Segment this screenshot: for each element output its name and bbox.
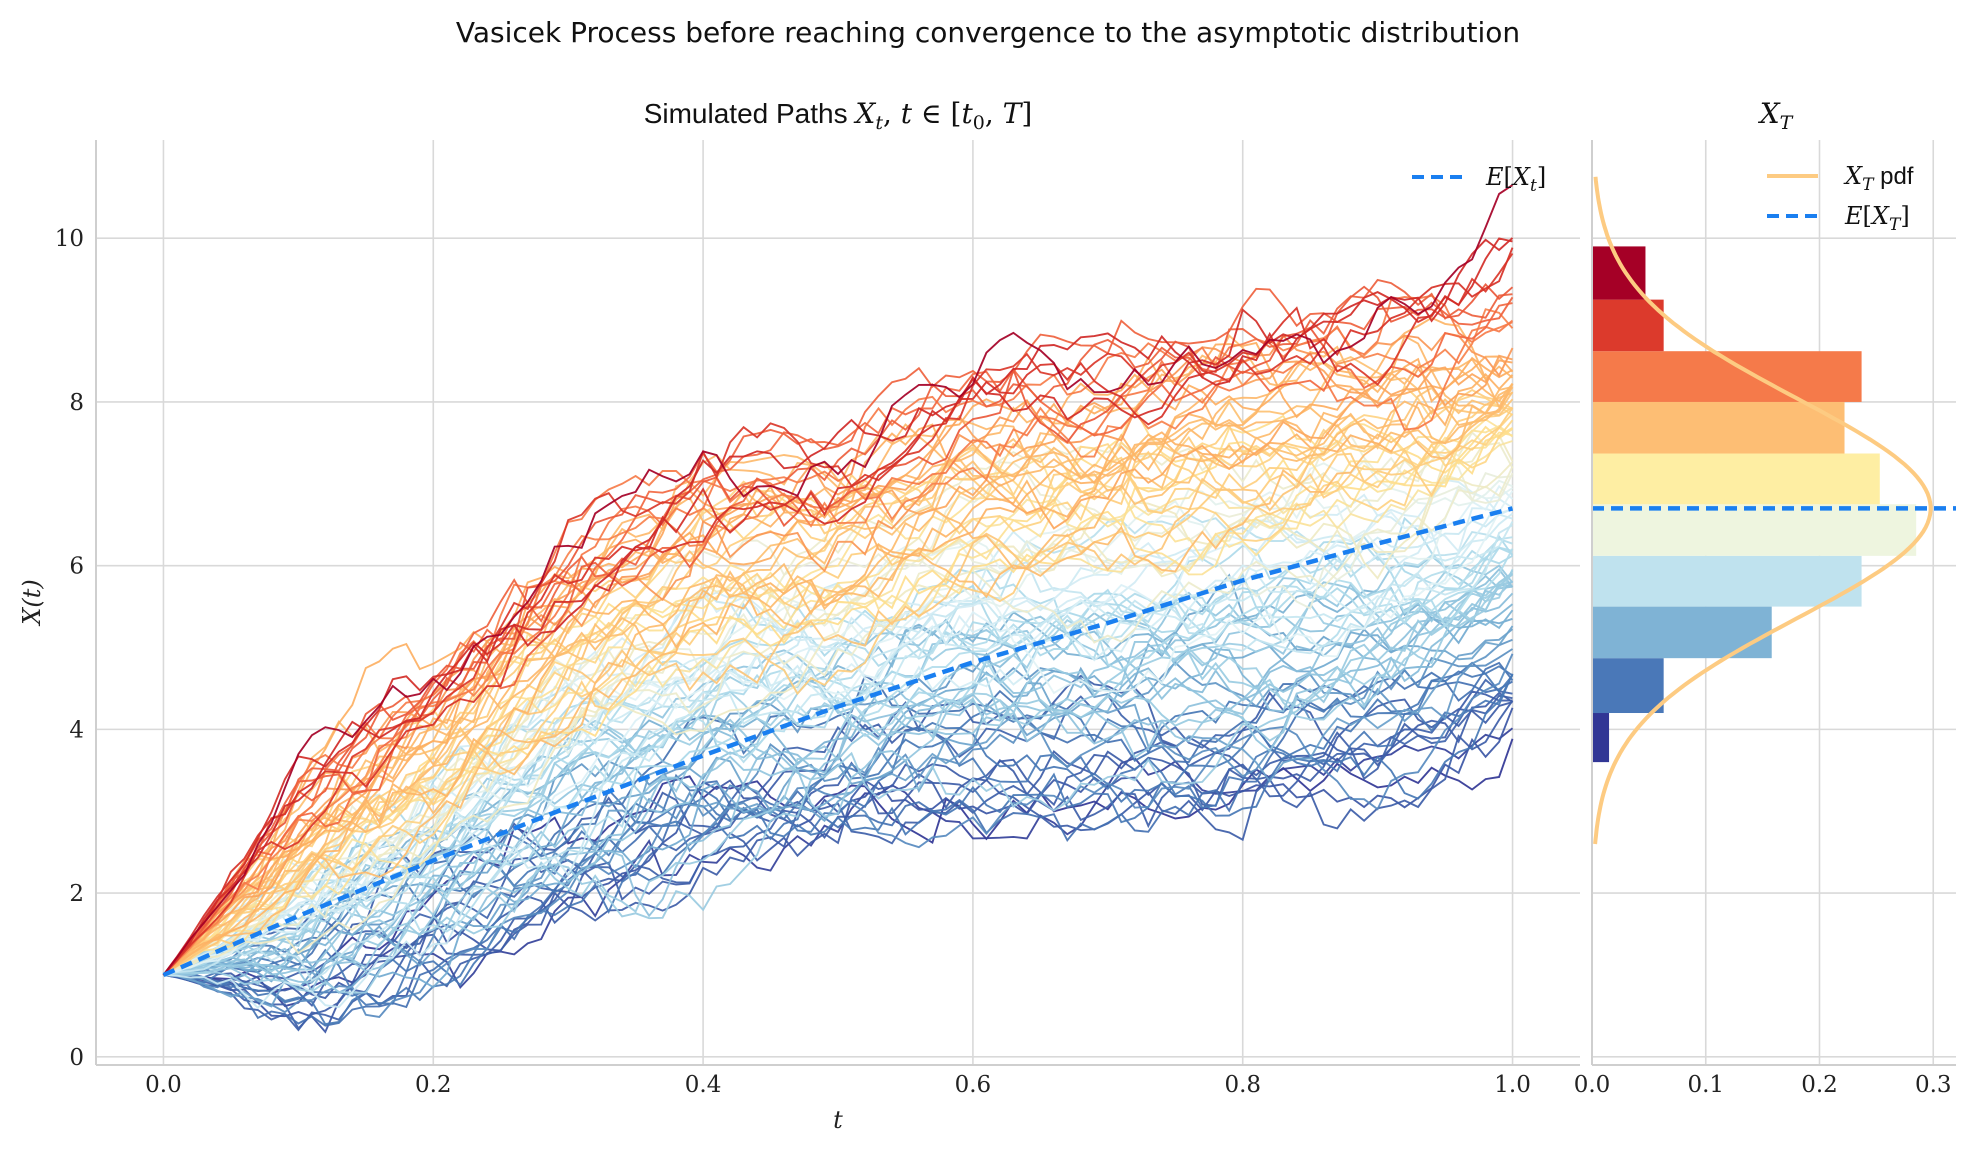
- histogram-bar: [1592, 555, 1862, 607]
- simulated-path: [162, 385, 1513, 976]
- simulated-path: [162, 391, 1514, 976]
- simulated-path: [162, 406, 1513, 976]
- x-tick-label: 1.0: [1494, 1072, 1531, 1098]
- simulated-path: [162, 466, 1514, 976]
- simulated-path: [163, 603, 1514, 976]
- paths-axes: [95, 140, 1580, 1066]
- histogram-bar: [1592, 299, 1664, 352]
- histogram-bar: [1592, 246, 1646, 300]
- simulated-path: [162, 407, 1514, 976]
- simulated-paths: [162, 184, 1514, 1034]
- simulated-path: [163, 580, 1513, 993]
- simulated-path: [162, 316, 1514, 976]
- simulated-path: [163, 554, 1514, 976]
- simulated-path: [162, 548, 1514, 976]
- mean-line: [162, 506, 1514, 978]
- histogram-bar: [1592, 401, 1845, 454]
- simulated-path: [163, 573, 1514, 983]
- y-axis-label: X(t): [18, 579, 46, 626]
- simulated-path: [162, 430, 1514, 976]
- simulated-path: [162, 386, 1514, 976]
- simulated-path: [163, 653, 1514, 1019]
- y-tick-label: 6: [69, 554, 84, 580]
- simulated-path: [163, 587, 1514, 976]
- y-tick-label: 8: [69, 390, 84, 416]
- simulated-path: [162, 319, 1514, 976]
- simulated-path: [163, 700, 1514, 1030]
- simulated-path: [162, 287, 1514, 976]
- simulated-path: [163, 694, 1513, 1032]
- simulated-path: [163, 524, 1513, 982]
- simulated-path: [162, 278, 1513, 976]
- histogram-bar: [1592, 504, 1917, 556]
- simulated-path: [163, 537, 1513, 976]
- simulated-path: [163, 616, 1513, 994]
- simulated-path: [162, 459, 1513, 976]
- y-tick-label: 2: [69, 881, 84, 907]
- simulated-path: [162, 184, 1514, 976]
- y-tick-label: 4: [69, 717, 84, 743]
- hist-x-tick-label: 0.0: [1574, 1072, 1611, 1098]
- y-tick-label: 10: [55, 226, 84, 252]
- pdf-curve-group: [1593, 176, 1933, 845]
- figure-suptitle: Vasicek Process before reaching converge…: [456, 16, 1520, 49]
- simulated-path: [163, 554, 1513, 976]
- simulated-path: [163, 572, 1514, 976]
- simulated-path: [162, 237, 1513, 976]
- paths-panel: Simulated Paths Xt, t ∈ [t0, T] 0.0 0.2 0.…: [18, 97, 1580, 1134]
- distribution-axes: [1591, 140, 1956, 1066]
- simulated-path: [163, 567, 1514, 976]
- x-axis-label: t: [833, 1106, 843, 1134]
- x-tick-label: 0.0: [145, 1072, 182, 1098]
- simulated-path: [163, 472, 1513, 976]
- x-tick-label: 0.2: [415, 1072, 452, 1098]
- simulated-path: [162, 341, 1513, 976]
- simulated-path: [162, 252, 1514, 976]
- legend-pdf-label: XT pdf: [1843, 162, 1914, 195]
- histogram-bar: [1592, 658, 1664, 714]
- simulated-path: [162, 359, 1513, 976]
- distribution-legend: XT pdf E[XT]: [1767, 162, 1914, 235]
- x-tick-label: 0.4: [685, 1072, 722, 1098]
- pdf-curve: [1593, 176, 1933, 845]
- paths-tick-labels: 0.0 0.2 0.4 0.6 0.8 1.0 0 2 4 6 8 10: [55, 226, 1531, 1098]
- simulated-path: [162, 425, 1514, 976]
- simulated-path: [163, 497, 1514, 976]
- hist-x-tick-label: 0.2: [1801, 1072, 1838, 1098]
- simulated-path: [163, 727, 1514, 1008]
- y-tick-label: 0: [69, 1045, 84, 1071]
- paths-legend: E[Xt]: [1412, 163, 1546, 196]
- simulated-path: [162, 302, 1513, 976]
- simulated-path: [162, 388, 1514, 976]
- simulated-path: [162, 334, 1514, 976]
- legend-mean-label: E[Xt]: [1485, 163, 1546, 196]
- distribution-panel: XT 0.0 0.1 0.2 0.3 XT pdf E[XT]: [1574, 97, 1956, 1098]
- simulated-path: [162, 386, 1514, 976]
- simulated-path: [162, 354, 1513, 976]
- x-tick-label: 0.8: [1224, 1072, 1261, 1098]
- histogram-bar: [1592, 713, 1610, 763]
- hist-x-tick-label: 0.3: [1915, 1072, 1952, 1098]
- simulated-path: [162, 332, 1514, 976]
- histogram-bars: [1592, 246, 1917, 763]
- simulated-path: [163, 570, 1514, 976]
- simulated-path: [163, 434, 1514, 976]
- simulated-path: [163, 490, 1514, 976]
- distribution-title: XT: [1758, 97, 1794, 134]
- simulated-path: [163, 673, 1514, 1026]
- simulated-path: [162, 247, 1514, 976]
- simulated-path: [162, 308, 1514, 976]
- mean-line-group: [162, 506, 1514, 978]
- distribution-tick-labels: 0.0 0.1 0.2 0.3: [1574, 1072, 1952, 1098]
- histogram-bar: [1592, 606, 1772, 659]
- simulated-path: [163, 738, 1514, 995]
- paths-title: Simulated Paths Xt, t ∈ [t0, T]: [644, 97, 1033, 134]
- hist-x-tick-label: 0.1: [1687, 1072, 1724, 1098]
- legend-terminal-mean-label: E[XT]: [1844, 202, 1910, 235]
- histogram-bar: [1592, 453, 1880, 505]
- simulated-path: [162, 237, 1514, 976]
- x-tick-label: 0.6: [955, 1072, 992, 1098]
